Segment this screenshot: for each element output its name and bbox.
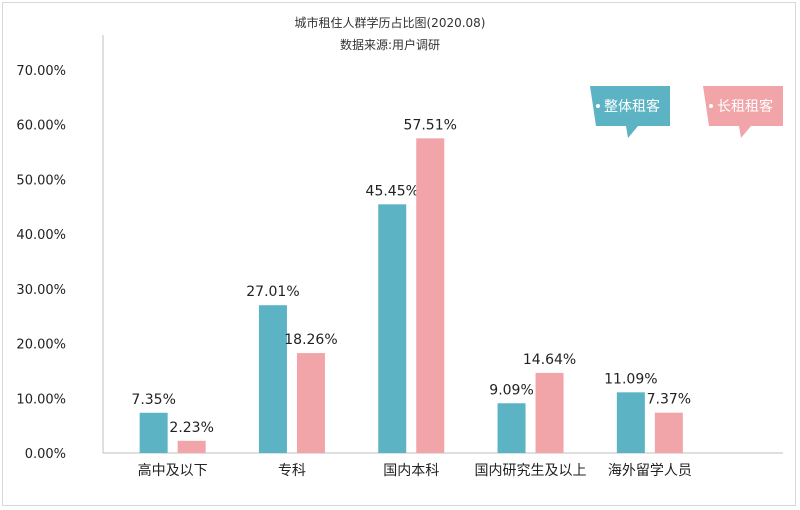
- bar-overall-2: [378, 204, 407, 453]
- data-label: 9.09%: [489, 382, 533, 398]
- legend-label: 整体租客: [604, 98, 660, 115]
- bar-longterm-1: [296, 353, 325, 453]
- chart-title: 城市租住人群学历占比图(2020.08): [295, 15, 486, 30]
- bar-longterm-4: [654, 412, 683, 453]
- y-tick-label: 10.00%: [16, 392, 66, 407]
- data-label: 14.64%: [523, 352, 576, 368]
- y-tick-label: 30.00%: [16, 283, 66, 298]
- data-label: 11.09%: [604, 371, 657, 387]
- data-label: 7.37%: [647, 392, 691, 408]
- data-label: 2.23%: [169, 420, 213, 436]
- bar-longterm-0: [177, 440, 206, 453]
- data-label: 27.01%: [246, 284, 299, 300]
- x-category-label: 高中及以下: [138, 462, 208, 479]
- y-tick-label: 70.00%: [16, 64, 66, 79]
- x-category-label: 专科: [278, 463, 306, 479]
- bar-overall-0: [139, 412, 168, 453]
- x-category-label: 国内研究生及以上: [475, 463, 587, 479]
- bar-overall-3: [497, 403, 526, 453]
- bar-longterm-3: [535, 372, 564, 453]
- x-category-label: 国内本科: [383, 463, 439, 479]
- data-label: 7.35%: [131, 392, 175, 408]
- x-category-label: 海外留学人员: [608, 463, 692, 479]
- legend-bubble: [590, 86, 670, 138]
- data-label: 45.45%: [366, 183, 419, 199]
- data-label: 18.26%: [284, 332, 337, 348]
- chart-subtitle: 数据来源:用户调研: [340, 37, 440, 52]
- legend-item-longterm[interactable]: 长租租客: [703, 86, 783, 138]
- y-tick-label: 60.00%: [16, 119, 66, 134]
- bar-longterm-2: [416, 138, 445, 454]
- legend-bullet-icon: [596, 104, 600, 108]
- bar-overall-1: [258, 305, 287, 453]
- y-tick-label: 50.00%: [16, 173, 66, 188]
- legend-bubble: [703, 86, 783, 138]
- data-label: 57.51%: [404, 117, 457, 133]
- legend-item-overall[interactable]: 整体租客: [590, 86, 670, 138]
- y-tick-label: 0.00%: [25, 447, 66, 462]
- bar-overall-4: [616, 392, 645, 453]
- y-tick-label: 40.00%: [16, 228, 66, 243]
- y-tick-label: 20.00%: [16, 338, 66, 353]
- legend-bullet-icon: [709, 104, 713, 108]
- legend-label: 长租租客: [717, 98, 773, 115]
